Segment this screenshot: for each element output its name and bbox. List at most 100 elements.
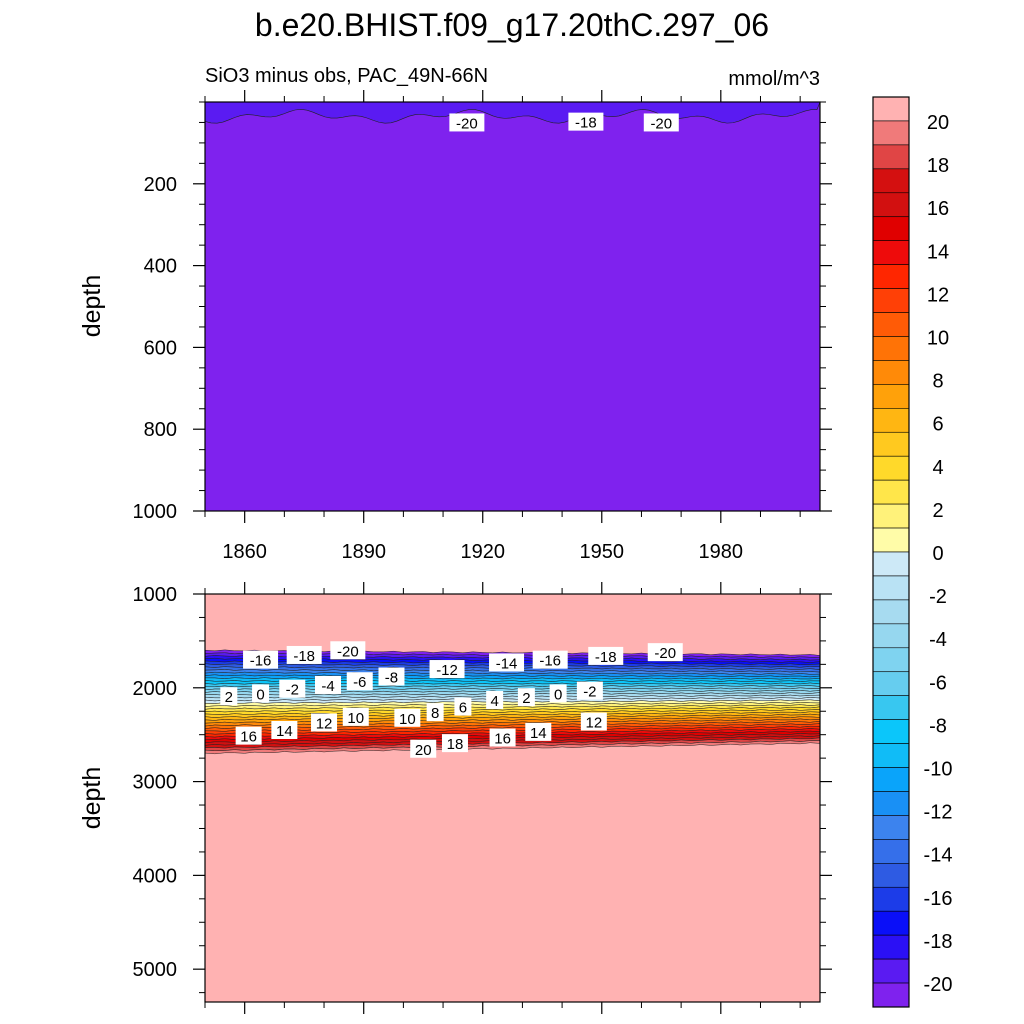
colorbar-swatch: [872, 791, 910, 816]
colorbar-swatch: [872, 886, 910, 912]
contour-label-box: [449, 113, 485, 132]
contour-label-text: 18: [447, 736, 464, 753]
contour-label: -18: [286, 645, 322, 665]
contour-label-box: [426, 703, 444, 722]
colorbar-swatch: [872, 120, 910, 146]
contour-label-box: [378, 667, 405, 686]
contour-label: -16: [243, 650, 279, 670]
contour-label: -20: [643, 113, 679, 132]
contour-label-box: [525, 722, 552, 741]
colorbar-tick-label: 20: [927, 112, 949, 134]
colorbar-swatch: [872, 168, 910, 194]
contour-label-text: 16: [240, 729, 257, 746]
contour-label-box: [580, 712, 607, 731]
colorbar-tick-label: -10: [924, 759, 953, 781]
contour-label-text: -18: [595, 649, 617, 666]
contour-label-box: [243, 650, 279, 669]
contour-label: 6: [454, 697, 472, 717]
colorbar-tick-label: 14: [927, 241, 949, 263]
colorbar-swatch: [872, 312, 910, 337]
contour-label: -4: [315, 675, 341, 695]
contour-label-box: [489, 653, 525, 672]
colorbar-tick-label: 4: [932, 457, 943, 479]
colorbar-swatch: [872, 503, 910, 529]
colorbar-swatch: [872, 360, 910, 385]
contour-label-text: -20: [337, 643, 359, 660]
contour-label-text: 0: [256, 686, 264, 703]
contour-label-text: 4: [490, 693, 498, 710]
lower-contour-labels: -16 -18 -20-8 -12 -14 -16 -18 -202 0 -2 -4 -64 2 0 -21…: [220, 641, 683, 759]
contour-label: 16: [235, 726, 262, 746]
colorbar: -20-18-16-14-12-10-8-6-4-202468101214161…: [872, 96, 953, 1008]
colorbar-swatch: [872, 599, 910, 625]
colorbar-swatch: [872, 264, 910, 289]
chart-units: mmol/m^3: [728, 68, 820, 90]
contour-label-text: -4: [321, 678, 334, 695]
contour-label-text: 8: [431, 705, 439, 722]
contour-label-box: [235, 726, 262, 745]
colorbar-swatch: [872, 479, 910, 505]
contour-label: -2: [279, 679, 306, 699]
colorbar-swatch: [872, 623, 910, 649]
chart-subtitle-left: SiO3 minus obs, PAC_49N-66N: [205, 65, 488, 87]
colorbar-tick-label: 12: [927, 284, 949, 306]
colorbar-swatch: [872, 743, 910, 768]
contour-label-box: [576, 681, 603, 700]
contour-label-box: [517, 688, 535, 707]
contour-label: -2: [576, 681, 603, 701]
lower-y-axis-label: depth: [78, 767, 106, 830]
contour-label: -20: [449, 113, 485, 132]
contour-label-text: 10: [347, 710, 364, 727]
contour-label: -18: [588, 646, 624, 666]
colorbar-swatch: [872, 192, 910, 218]
colorbar-swatch: [872, 551, 910, 577]
y-tick-label: 1000: [133, 584, 178, 606]
contour-label-box: [454, 697, 472, 716]
contour-label-text: 12: [585, 715, 602, 732]
contour-label-text: -20: [650, 115, 672, 132]
contour-label-box: [279, 679, 306, 698]
colorbar-swatch: [872, 863, 910, 888]
y-tick-label: 2000: [133, 678, 178, 700]
colorbar-tick-label: -16: [924, 888, 953, 910]
colorbar-tick-label: -14: [924, 845, 953, 867]
colorbar-swatch: [872, 958, 910, 984]
surface-band: [205, 102, 820, 124]
y-tick-label: 3000: [133, 772, 178, 794]
contour-label-text: -6: [353, 674, 366, 691]
colorbar-swatch: [872, 671, 910, 696]
contour-label-text: -18: [293, 648, 315, 665]
field-background: [205, 102, 820, 511]
colorbar-tick-label: 0: [932, 543, 943, 565]
x-tick-label: 1950: [580, 541, 625, 563]
contour-label-box: [489, 728, 516, 747]
contour-label-text: -16: [539, 653, 561, 670]
contour-label-text: -20: [654, 645, 676, 662]
colorbar-tick-label: -2: [929, 586, 947, 608]
contour-label-text: -16: [250, 653, 272, 670]
colorbar-swatch: [872, 815, 910, 840]
upper-panel: 200 400 600 800 1000 1860 1890 1920 1950 1980 -20…: [78, 90, 832, 563]
contour-label-text: 12: [316, 715, 333, 732]
colorbar-swatch: [872, 384, 910, 409]
colorbar-frame: [872, 96, 910, 1008]
contour-label: 14: [271, 721, 298, 740]
contour-label-text: 2: [522, 690, 530, 707]
contour-label: -16: [532, 650, 568, 670]
contour-label-text: 6: [459, 700, 467, 717]
contour-label-text: 14: [276, 723, 293, 740]
contour-label: 10: [342, 707, 369, 727]
contour-label: 16: [489, 728, 516, 748]
x-tick-label: 1920: [460, 541, 505, 563]
contour-label: 12: [580, 712, 607, 732]
contour-label: -12: [429, 660, 465, 679]
colorbar-tick-label: -18: [924, 931, 953, 953]
contour-label-text: 0: [554, 686, 562, 703]
contour-label-box: [441, 734, 468, 753]
y-tick-label: 4000: [133, 865, 178, 887]
lower-plot-frame: [204, 593, 821, 1003]
colorbar-swatch: [872, 695, 910, 720]
contour-label-box: [410, 739, 437, 758]
contour-label: 2: [220, 687, 238, 706]
